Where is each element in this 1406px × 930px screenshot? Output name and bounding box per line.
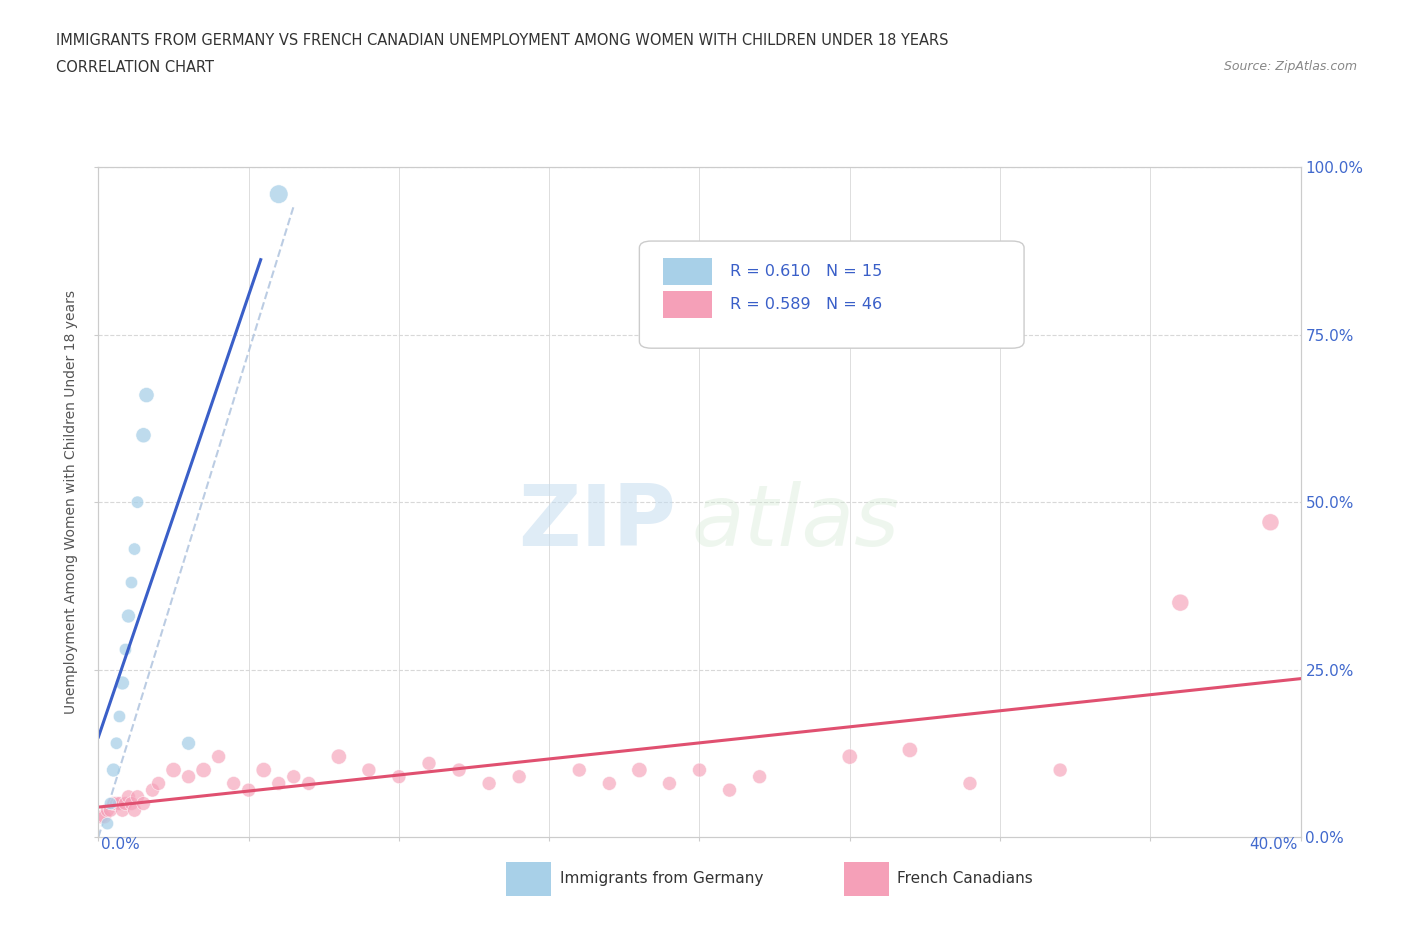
Point <box>959 776 981 790</box>
Point <box>135 388 157 403</box>
Point <box>238 783 260 798</box>
Point <box>103 796 125 811</box>
Point <box>388 769 411 784</box>
Point <box>127 495 149 510</box>
Point <box>108 709 131 724</box>
Point <box>177 736 200 751</box>
FancyBboxPatch shape <box>664 258 711 285</box>
FancyBboxPatch shape <box>664 291 711 318</box>
Point <box>898 742 921 757</box>
Point <box>177 769 200 784</box>
Point <box>111 803 134 817</box>
Point <box>508 769 530 784</box>
Point <box>748 769 770 784</box>
Point <box>111 675 134 690</box>
Point <box>121 575 143 590</box>
Point <box>1260 515 1282 530</box>
Point <box>100 803 122 817</box>
Point <box>148 776 170 790</box>
Point <box>267 776 290 790</box>
Point <box>447 763 470 777</box>
Point <box>90 809 112 824</box>
Point <box>132 428 155 443</box>
Point <box>838 750 860 764</box>
FancyBboxPatch shape <box>640 241 1024 348</box>
Point <box>114 642 136 657</box>
Point <box>117 608 139 623</box>
Point <box>222 776 245 790</box>
Point <box>124 803 146 817</box>
Point <box>283 769 305 784</box>
Point <box>1049 763 1071 777</box>
Point <box>93 809 115 824</box>
Point <box>628 763 651 777</box>
Point <box>328 750 350 764</box>
Point <box>418 756 440 771</box>
Point <box>121 796 143 811</box>
Point <box>114 796 136 811</box>
Point <box>105 796 128 811</box>
Text: 0.0%: 0.0% <box>101 837 141 852</box>
Point <box>141 783 163 798</box>
Point <box>108 796 131 811</box>
Point <box>132 796 155 811</box>
Text: 40.0%: 40.0% <box>1250 837 1298 852</box>
Point <box>598 776 620 790</box>
Point <box>658 776 681 790</box>
Y-axis label: Unemployment Among Women with Children Under 18 years: Unemployment Among Women with Children U… <box>65 290 79 714</box>
Point <box>478 776 501 790</box>
Point <box>127 790 149 804</box>
Point <box>117 790 139 804</box>
Point <box>208 750 231 764</box>
Point <box>100 796 122 811</box>
Point <box>298 776 321 790</box>
Point <box>568 763 591 777</box>
Point <box>162 763 184 777</box>
Point <box>105 736 128 751</box>
Text: atlas: atlas <box>692 481 900 564</box>
Point <box>96 817 118 831</box>
Point <box>267 187 290 202</box>
Text: Immigrants from Germany: Immigrants from Germany <box>560 871 763 886</box>
Text: Source: ZipAtlas.com: Source: ZipAtlas.com <box>1223 60 1357 73</box>
Point <box>718 783 741 798</box>
Point <box>1170 595 1192 610</box>
Text: R = 0.589   N = 46: R = 0.589 N = 46 <box>730 298 882 312</box>
Point <box>357 763 380 777</box>
Text: ZIP: ZIP <box>519 481 676 564</box>
Text: R = 0.610   N = 15: R = 0.610 N = 15 <box>730 264 882 279</box>
Point <box>193 763 215 777</box>
Point <box>103 763 125 777</box>
Point <box>124 541 146 556</box>
Point <box>96 803 118 817</box>
Text: French Canadians: French Canadians <box>897 871 1033 886</box>
Point <box>689 763 711 777</box>
Text: IMMIGRANTS FROM GERMANY VS FRENCH CANADIAN UNEMPLOYMENT AMONG WOMEN WITH CHILDRE: IMMIGRANTS FROM GERMANY VS FRENCH CANADI… <box>56 33 949 47</box>
Point <box>253 763 276 777</box>
Text: CORRELATION CHART: CORRELATION CHART <box>56 60 214 75</box>
